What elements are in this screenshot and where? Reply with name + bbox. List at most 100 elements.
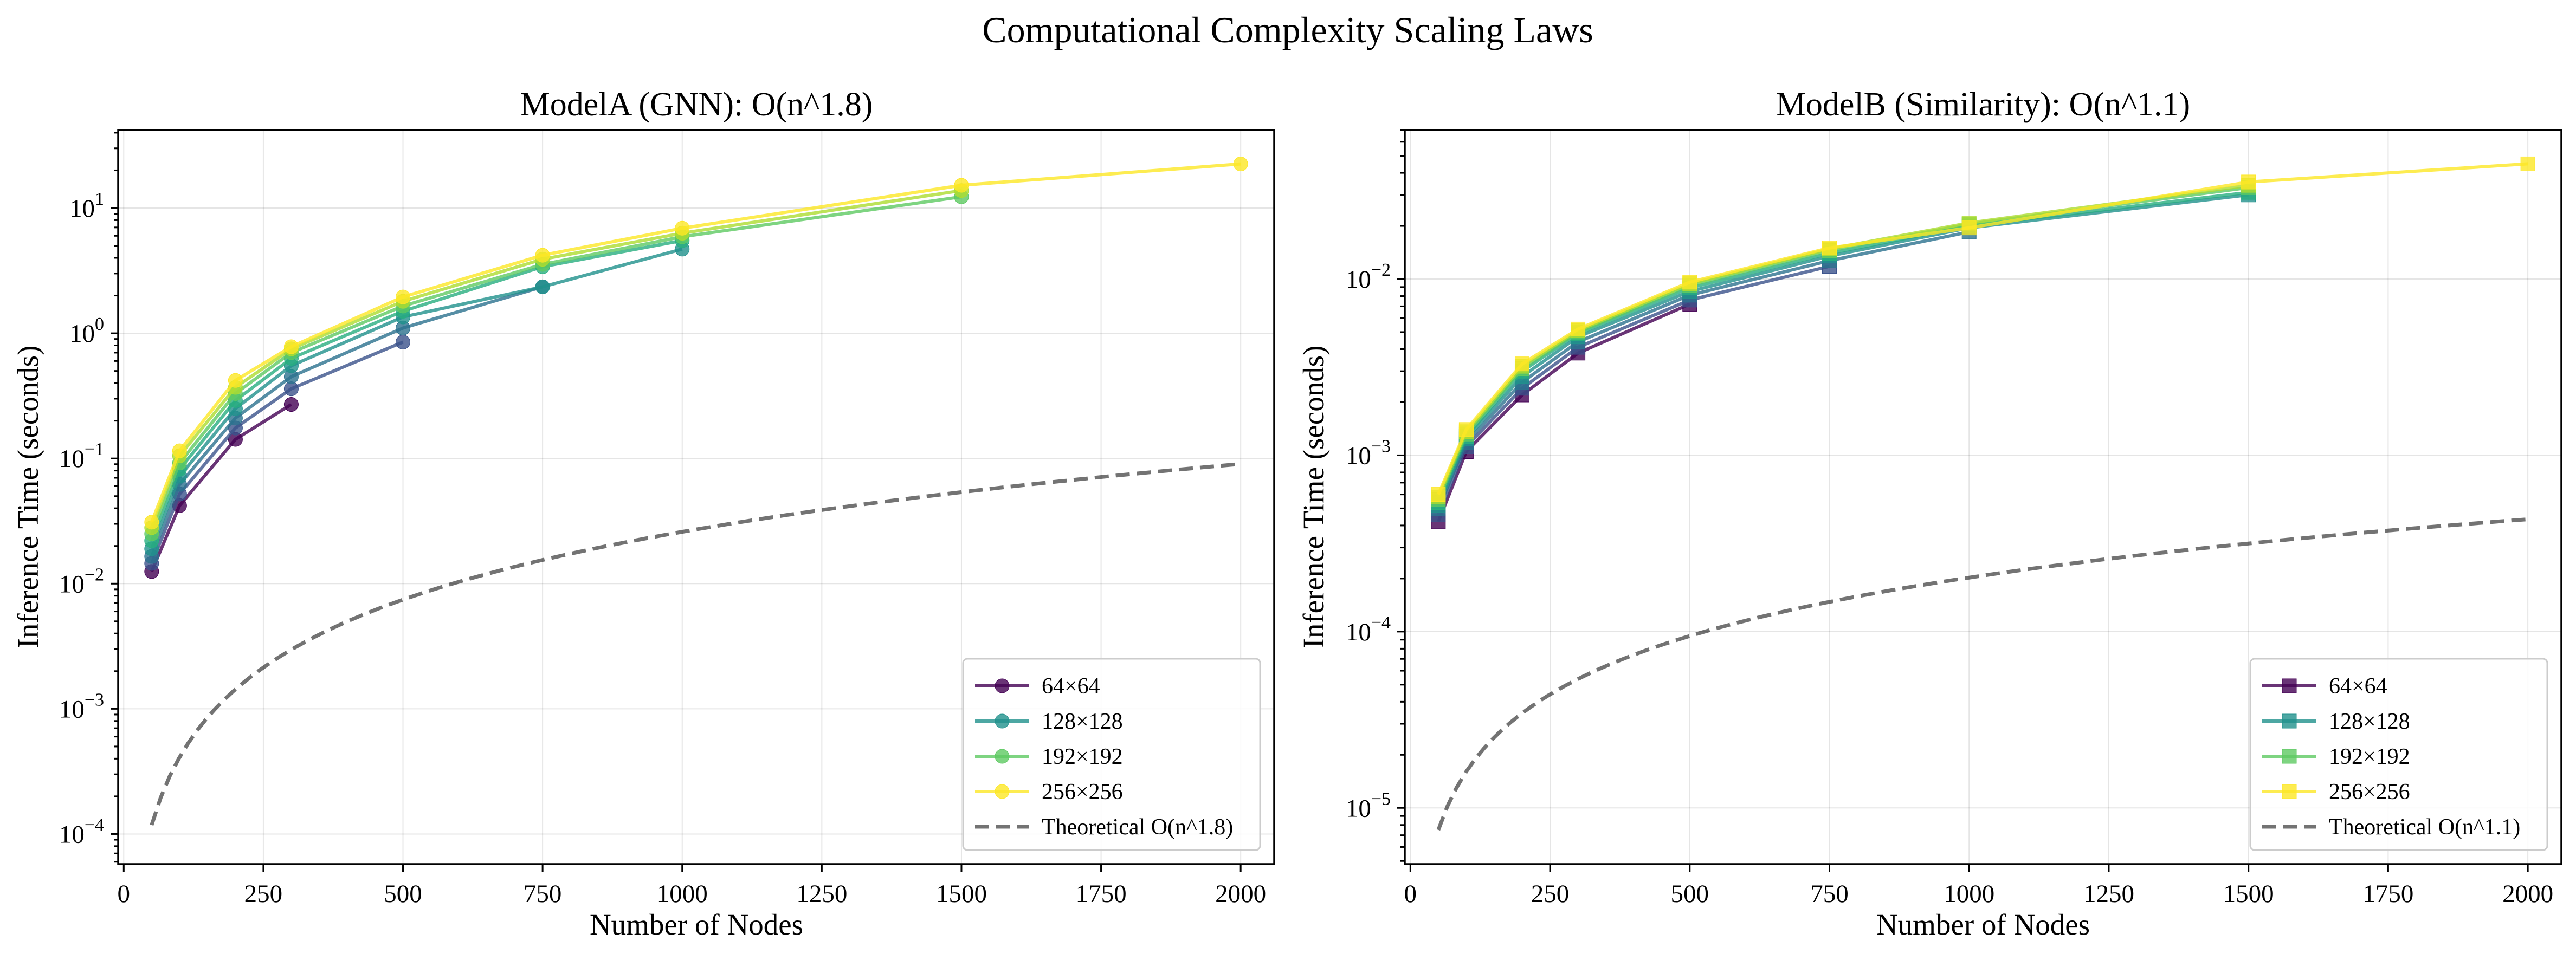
series-line <box>150 285 543 557</box>
y-tick-label: 10−4 <box>59 815 104 848</box>
panel-title-modelb: ModelB (Similarity): O(n^1.1) <box>1776 86 2190 123</box>
legend-label: 256×256 <box>2329 780 2410 805</box>
y-tick-label: 10−2 <box>1346 260 1391 294</box>
x-axis-label-modelb: Number of Nodes <box>1876 908 2090 941</box>
series-line <box>1437 162 2528 495</box>
legend-marker <box>995 749 1010 764</box>
panel-title-modela: ModelA (GNN): O(n^1.8) <box>520 86 873 123</box>
data-point <box>144 515 159 530</box>
series-line <box>150 195 962 535</box>
y-tick-label: 10−3 <box>1346 436 1391 470</box>
data-point <box>1822 241 1837 256</box>
axes-frame-modelb <box>1404 129 2562 865</box>
y-axis-label-modela: Inference Time (seconds) <box>11 346 44 648</box>
x-tick-label: 250 <box>244 880 283 908</box>
x-tick-label: 1000 <box>1944 880 1994 908</box>
x-tick-label: 1750 <box>1076 880 1127 908</box>
legend-item: 128×128 <box>975 709 1123 734</box>
legend-label: Theoretical O(n^1.8) <box>1042 815 1233 840</box>
series-7 <box>1431 156 2535 502</box>
grid-modela <box>118 130 1274 864</box>
series-line <box>1437 191 2249 503</box>
x-axis-label-modela: Number of Nodes <box>590 908 803 941</box>
legend-marker <box>995 713 1010 729</box>
y-tick-label: 10−1 <box>59 439 104 473</box>
panel-modelb: ModelB (Similarity): O(n^1.1) 0 250 500 750… <box>1297 86 2562 941</box>
x-ticks-modelb: 0 250 500 750 1000 1250 1500 1750 2000 <box>1404 864 2553 908</box>
legend-label: 256×256 <box>1042 780 1123 805</box>
data-point <box>1682 275 1697 290</box>
x-tick-label: 0 <box>118 880 131 908</box>
data-point <box>396 334 411 349</box>
plot-area-modela <box>144 157 1248 826</box>
theoretical-curve <box>1436 517 2528 831</box>
legend-label: Theoretical O(n^1.1) <box>2329 815 2520 840</box>
data-point <box>396 289 411 304</box>
legend-box <box>962 658 1261 851</box>
series-7 <box>144 157 1248 530</box>
x-tick-label: 2000 <box>1215 880 1266 908</box>
legend-label: 192×192 <box>1042 744 1123 769</box>
x-tick-label: 1250 <box>2083 880 2134 908</box>
y-tick-label: 101 <box>69 189 104 223</box>
data-point <box>228 373 243 388</box>
x-tick-label: 0 <box>1404 880 1417 908</box>
data-point <box>675 220 690 236</box>
data-point <box>954 178 969 193</box>
x-ticks-modela: 0 250 500 750 1000 1250 1500 1750 2000 <box>118 864 1266 908</box>
grid-modelb <box>1405 130 2561 864</box>
x-tick-label: 1000 <box>657 880 708 908</box>
data-point <box>1458 422 1474 437</box>
y-tick-label: 100 <box>69 314 104 348</box>
legend-item: 128×128 <box>2262 709 2410 734</box>
x-tick-label: 1250 <box>796 880 847 908</box>
data-point <box>1233 157 1248 172</box>
x-tick-label: 750 <box>1810 880 1849 908</box>
y-tick-label: 10−2 <box>59 565 104 598</box>
x-tick-label: 1500 <box>936 880 987 908</box>
legend-item: Theoretical O(n^1.8) <box>975 815 1233 840</box>
legend-marker <box>2282 749 2297 764</box>
legend-modela: 64×64 128×128 192×192 256×256 Theoretical O(… <box>962 658 1261 851</box>
legend-label: 64×64 <box>1042 674 1100 699</box>
series-line <box>1437 264 1830 516</box>
legend-label: 128×128 <box>1042 709 1123 734</box>
series-0 <box>1431 296 1697 529</box>
data-point <box>1571 321 1586 336</box>
series-line <box>1437 193 2249 506</box>
legend-marker <box>995 784 1010 799</box>
data-point <box>2520 156 2535 171</box>
y-ticks-modelb: 10−5 10−4 10−3 10−2 <box>1346 129 1405 862</box>
data-point <box>172 443 187 458</box>
x-tick-label: 500 <box>384 880 422 908</box>
data-point <box>1514 356 1529 372</box>
y-axis-label-modelb: Inference Time (seconds) <box>1297 346 1330 648</box>
series-line <box>150 403 292 573</box>
series-line <box>150 189 962 529</box>
legend-label: 128×128 <box>2329 709 2410 734</box>
series-1 <box>1431 259 1837 522</box>
data-point <box>1431 487 1446 502</box>
data-point <box>283 397 299 412</box>
y-ticks-modela: 10−4 10−3 10−2 10−1 100 101 <box>59 132 118 863</box>
legend-item: 64×64 <box>2262 674 2387 699</box>
series-2 <box>1431 224 1977 516</box>
axes-frame-modela <box>117 129 1275 865</box>
y-tick-label: 10−4 <box>1346 613 1391 646</box>
data-point <box>1961 220 1977 236</box>
y-tick-label: 10−5 <box>1346 789 1391 822</box>
y-tick-label: 10−3 <box>59 690 104 723</box>
legend-marker <box>2282 678 2297 693</box>
x-tick-label: 1750 <box>2362 880 2413 908</box>
legend-item: 256×256 <box>2262 780 2410 805</box>
legend-marker <box>2282 713 2297 729</box>
legend-item: Theoretical O(n^1.1) <box>2262 815 2520 840</box>
x-tick-label: 1500 <box>2223 880 2274 908</box>
legend-label: 64×64 <box>2329 674 2387 699</box>
x-tick-label: 2000 <box>2502 880 2553 908</box>
data-point <box>283 339 299 354</box>
legend-modelb: 64×64 128×128 192×192 256×256 Theoretical O(… <box>2249 658 2548 851</box>
x-tick-label: 750 <box>524 880 562 908</box>
plot-area-modelb <box>1431 156 2535 831</box>
